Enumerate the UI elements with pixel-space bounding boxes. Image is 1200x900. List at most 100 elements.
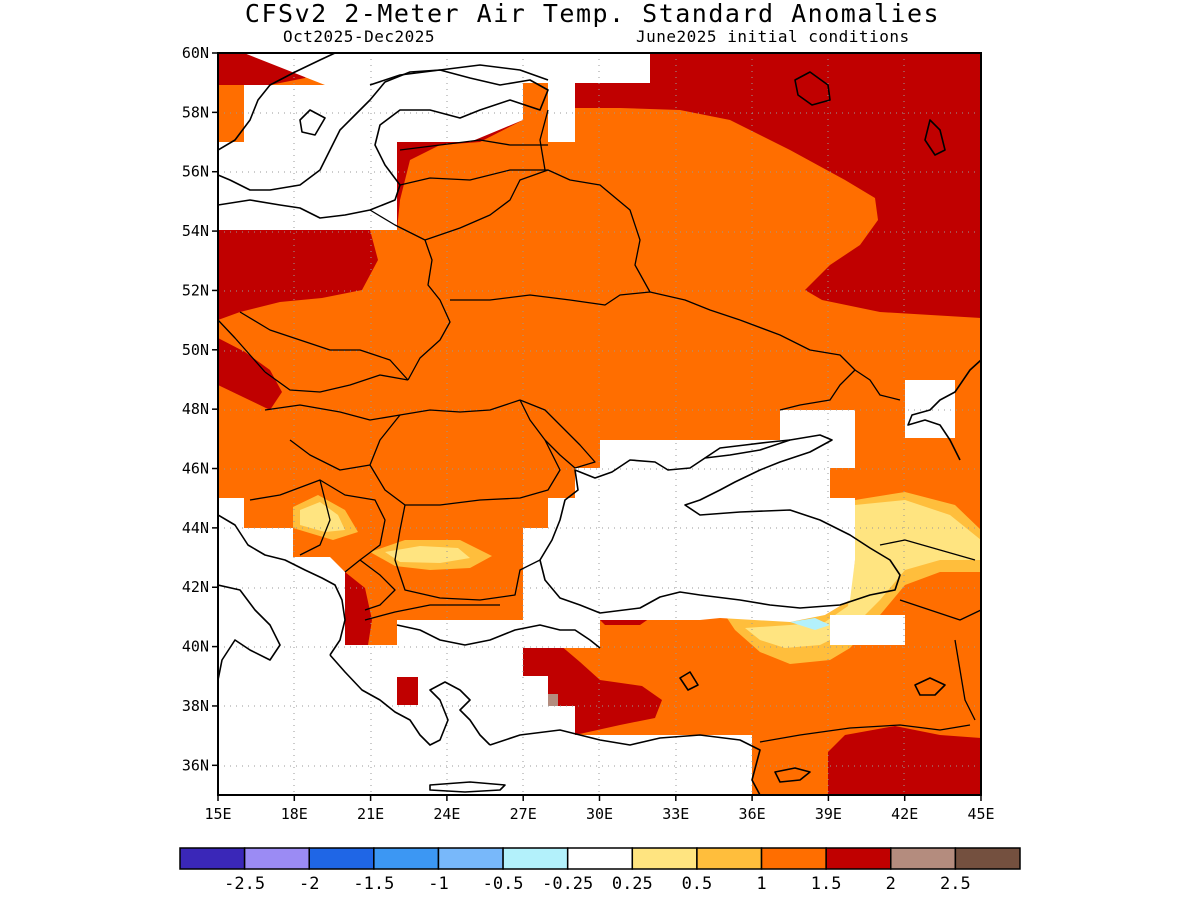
colorbar-swatch [243, 847, 310, 870]
anomaly-field [218, 53, 981, 795]
anomaly-region-0p5-caucasus [745, 500, 981, 648]
anomaly-region-2-turkey-west [523, 645, 662, 735]
adriatic-coast [218, 514, 346, 656]
colorbar-label: -1 [428, 874, 448, 894]
coastlines [218, 53, 981, 795]
lat-tick-label: 42N [182, 578, 209, 596]
lon-tick-label: 27E [510, 805, 537, 823]
lon-tick-label: 36E [739, 805, 766, 823]
near-zero-regions [218, 53, 955, 795]
country-borders [218, 109, 981, 743]
lat-tick-label: 48N [182, 400, 209, 418]
border-georgia-armenia [879, 539, 976, 561]
chart-title: CFSv2 2-Meter Air Temp. Standard Anomali… [244, 0, 941, 28]
lat-tick-label: 58N [182, 103, 209, 121]
colorbar-swatch [631, 847, 698, 870]
anomaly-region-0p5-bulgaria [385, 546, 470, 563]
gulf-of-finland-coast [369, 64, 549, 86]
greece-coast [329, 654, 491, 746]
lat-tick-label: 46N [182, 460, 209, 478]
cyprus [774, 767, 811, 783]
lon-tick-label: 24E [433, 805, 460, 823]
lat-tick-label: 54N [182, 222, 209, 240]
border-russia-kazakh [854, 369, 901, 401]
azov-coast [704, 439, 791, 459]
lon-tick-label: 15E [204, 805, 231, 823]
colorbar-swatch [825, 847, 892, 870]
anomaly-region-2-southeast [828, 726, 981, 795]
border-baltics [399, 169, 548, 186]
colorbar-label: -2 [299, 874, 319, 894]
lat-tick-label: 36N [182, 756, 209, 774]
colorbar-swatch [437, 847, 504, 870]
lat-tick-label: 40N [182, 638, 209, 656]
anomaly-region-2-northeast [575, 53, 981, 318]
lake-van [914, 677, 946, 696]
anomaly-region-2-czech [218, 338, 282, 410]
lon-tick-label: 39E [815, 805, 842, 823]
border-czech-austria [264, 371, 409, 393]
border-russia-west [539, 109, 549, 171]
border-belarus-ukraine [450, 291, 741, 321]
colorbar-swatch [308, 847, 375, 870]
border-latvia-estonia [399, 139, 548, 151]
border-poland-south [239, 311, 409, 381]
lon-axis: 15E 18E 21E 24E 27E 30E 33E 36E 39E 42E 45E [204, 795, 995, 823]
aegean-coast [396, 624, 601, 649]
border-hungary-croatia [289, 439, 371, 471]
anomaly-region-2-poland [218, 230, 378, 320]
gotland [299, 109, 326, 136]
colorbar-swatch [373, 847, 440, 870]
colorbar-label: -0.5 [483, 874, 524, 894]
border-turkey-syria [759, 724, 971, 743]
lon-tick-label: 45E [967, 805, 994, 823]
border-bulgaria [394, 504, 541, 601]
anomaly-region-2p5 [548, 694, 558, 706]
initial-conditions: June2025 initial conditions [636, 27, 910, 46]
border-germany [218, 319, 266, 373]
border-turkey-east [899, 599, 981, 621]
border-greece-north [364, 604, 500, 621]
black-sea-coast [539, 434, 901, 614]
colorbar-label: 1 [756, 874, 766, 894]
lat-tick-label: 50N [182, 341, 209, 359]
sweden-coast [218, 53, 336, 151]
colorbar-swatch [890, 847, 957, 870]
crete [429, 781, 506, 793]
lake-ladoga [794, 71, 831, 106]
colorbar-swatch [760, 847, 827, 870]
colorbar-swatch [566, 847, 634, 870]
colorbar: -2.5 -2 -1.5 -1 -0.5 -0.25 0.25 0.5 1 1.5 2 2.5 [179, 847, 1021, 894]
lon-tick-label: 21E [357, 805, 384, 823]
italy-coast [218, 584, 281, 681]
lon-tick-label: 42E [891, 805, 918, 823]
lat-tick-label: 38N [182, 697, 209, 715]
colorbar-swatch [954, 847, 1021, 870]
lat-tick-label: 56N [182, 163, 209, 181]
turkey-south-coast [489, 729, 761, 795]
colorbar-swatch [502, 847, 569, 870]
forecast-period: Oct2025-Dec2025 [283, 27, 435, 46]
lake-tuz [679, 671, 699, 691]
caspian-coast [907, 359, 981, 461]
colorbar-swatch [696, 847, 763, 870]
lon-tick-label: 18E [281, 805, 308, 823]
border-moldova [519, 399, 596, 469]
lat-axis: 60N 58N 56N 54N 52N 50N 48N 46N 44N 42N 40N 38N 36N [182, 44, 218, 774]
border-iraq-iran [954, 639, 976, 721]
border-bosnia [249, 479, 331, 556]
lake-onega [924, 119, 946, 156]
colorbar-label: -0.25 [542, 874, 593, 894]
anomaly-region-2-albania [345, 572, 372, 645]
baltic-coast [218, 69, 549, 219]
colorbar-label: 2 [886, 874, 896, 894]
lon-tick-label: 30E [586, 805, 613, 823]
lat-tick-label: 60N [182, 44, 209, 62]
colorbar-label: 0.25 [612, 874, 653, 894]
border-belarus-north [424, 169, 651, 293]
border-poland-east [369, 209, 451, 381]
colorbar-swatch [179, 847, 246, 870]
lon-tick-label: 33E [662, 805, 689, 823]
colorbar-label: 2.5 [940, 874, 971, 894]
